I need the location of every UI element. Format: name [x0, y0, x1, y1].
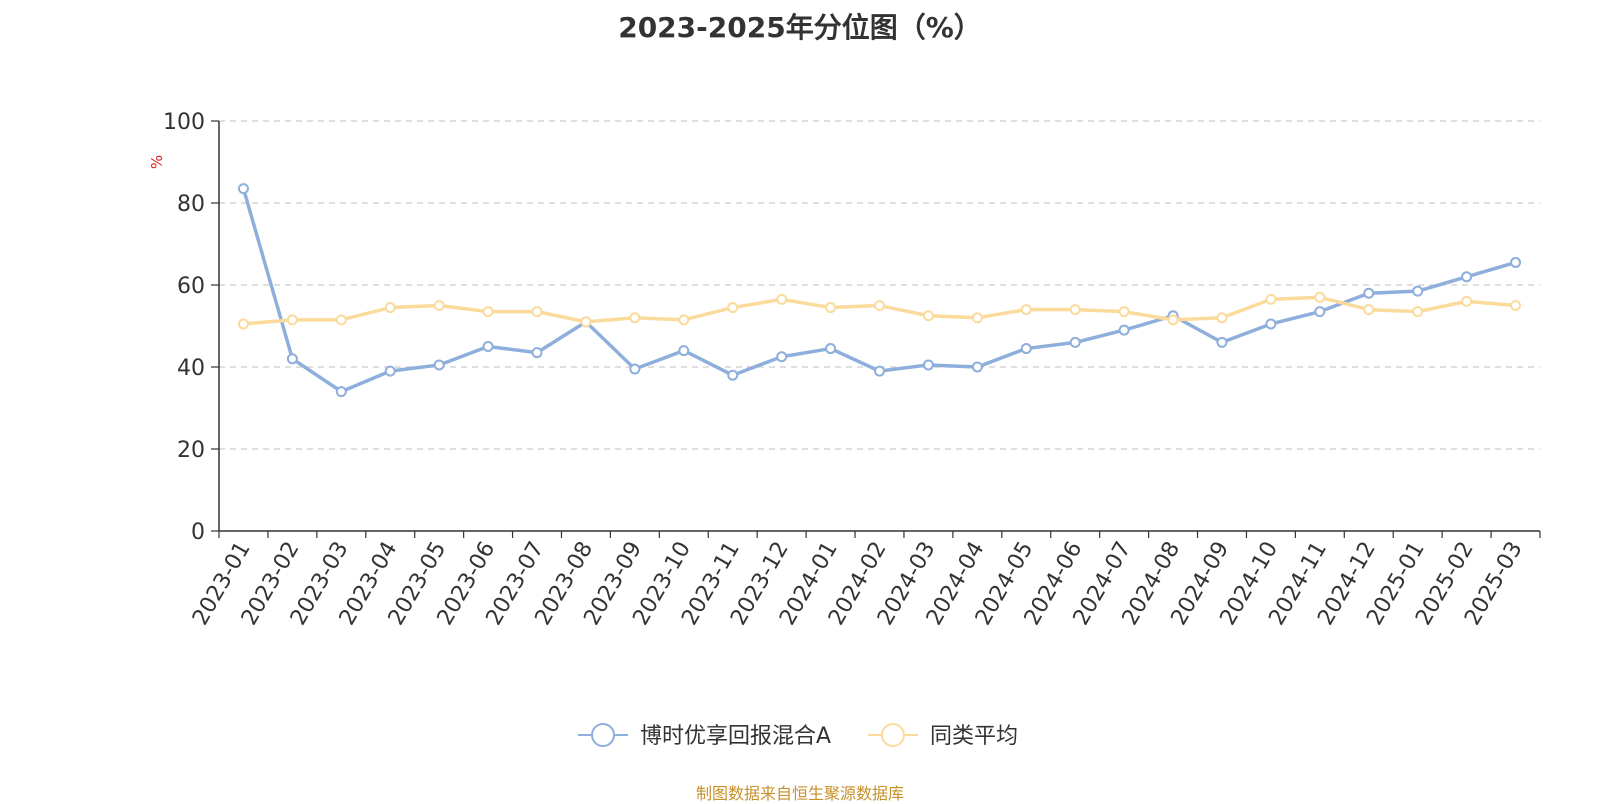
series-1-point — [433, 359, 445, 371]
series-2-point — [1069, 304, 1081, 316]
series-1-point — [1314, 306, 1326, 318]
y-tick-label: 100 — [163, 110, 205, 135]
series-1-point — [1118, 324, 1130, 336]
series-1-point — [237, 183, 249, 195]
legend-marker-1 — [591, 723, 615, 747]
series-1-point — [678, 345, 690, 357]
series-2-point — [237, 318, 249, 330]
series-2-point — [922, 310, 934, 322]
series-2-point — [1118, 306, 1130, 318]
series-2-point — [1510, 300, 1522, 311]
series-2-point — [433, 300, 445, 311]
series-1-point — [971, 361, 983, 373]
series-1-line — [241, 186, 1518, 394]
series-2-point — [335, 314, 347, 326]
series-2-point — [384, 302, 396, 314]
series-2-point — [1020, 304, 1032, 316]
y-tick-label: 60 — [177, 274, 205, 299]
y-axis-unit-label: % — [148, 155, 166, 169]
series-1-point — [531, 347, 543, 359]
y-tick-label: 0 — [191, 520, 205, 545]
series-2-point — [678, 314, 690, 326]
series-2-point — [580, 316, 592, 328]
series-2-point — [629, 312, 641, 324]
series-1-point — [922, 359, 934, 371]
y-tick-label: 40 — [177, 356, 205, 381]
series-1-point — [1412, 285, 1424, 297]
series-1-point — [384, 365, 396, 377]
series-2-point — [874, 300, 885, 311]
series-2-point — [776, 293, 788, 305]
chart-title: 2023-2025年分位图（%） — [618, 11, 982, 44]
series-2-point — [1412, 306, 1424, 318]
series-1-point — [1363, 287, 1375, 299]
series-1-point — [776, 351, 788, 363]
series-1-point — [1069, 336, 1081, 348]
series-1-point — [727, 369, 739, 381]
y-tick-label: 80 — [177, 192, 205, 217]
series-2-point — [727, 302, 739, 314]
legend-marker-2 — [881, 723, 905, 747]
series-1-point — [874, 365, 885, 377]
series-2-point — [482, 306, 494, 318]
y-tick-label: 20 — [177, 438, 205, 463]
series-1-point — [1020, 343, 1032, 355]
series-1-point — [1216, 336, 1228, 348]
legend-label-2: 同类平均 — [930, 724, 1018, 749]
series-1-point — [1265, 318, 1277, 330]
series-1-point — [482, 341, 494, 352]
series-1-point — [335, 386, 347, 398]
data-source-note: 制图数据来自恒生聚源数据库 — [695, 784, 904, 803]
series-2-point — [1265, 293, 1277, 305]
legend-label-1: 博时优享回报混合A — [640, 724, 831, 749]
series-2-point — [1314, 291, 1326, 303]
series-2-point — [971, 312, 983, 324]
series-1-point — [825, 343, 837, 355]
series-2-point — [825, 302, 837, 314]
series-2-point — [1167, 314, 1179, 326]
series-2-point — [1216, 312, 1228, 324]
series-1-point — [1510, 256, 1522, 268]
series-2-point — [286, 314, 298, 326]
series-1-point — [1461, 271, 1473, 283]
series-1-point — [629, 363, 641, 375]
series-2-point — [1461, 295, 1473, 307]
series-1-point — [286, 353, 298, 365]
series-2-point — [531, 306, 543, 318]
series-2-point — [1363, 304, 1375, 316]
